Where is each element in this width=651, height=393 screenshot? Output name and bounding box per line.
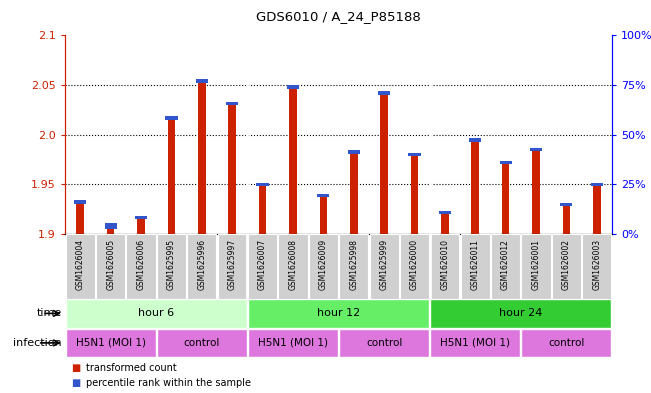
- Text: time: time: [36, 309, 62, 318]
- Bar: [439, 211, 451, 214]
- Text: GSM1626007: GSM1626007: [258, 239, 267, 290]
- Bar: [348, 151, 360, 154]
- Bar: [491, 234, 520, 299]
- Bar: [66, 234, 95, 299]
- Bar: [137, 219, 145, 234]
- Bar: [289, 89, 297, 234]
- Bar: [521, 329, 611, 357]
- Bar: [590, 183, 603, 186]
- Bar: [320, 197, 327, 234]
- Bar: [107, 229, 115, 234]
- Text: GSM1625997: GSM1625997: [228, 239, 237, 290]
- Text: GDS6010 / A_24_P85188: GDS6010 / A_24_P85188: [256, 10, 421, 23]
- Bar: [430, 299, 611, 328]
- Text: hour 12: hour 12: [317, 309, 360, 318]
- Text: control: control: [184, 338, 220, 348]
- Bar: [74, 200, 87, 204]
- Text: GSM1626008: GSM1626008: [288, 239, 298, 290]
- Text: hour 6: hour 6: [138, 309, 174, 318]
- Bar: [441, 214, 449, 234]
- Bar: [279, 234, 307, 299]
- Bar: [430, 329, 520, 357]
- Text: percentile rank within the sample: percentile rank within the sample: [86, 378, 251, 388]
- Bar: [157, 329, 247, 357]
- Bar: [370, 234, 398, 299]
- Text: GSM1625995: GSM1625995: [167, 239, 176, 290]
- Bar: [380, 95, 388, 234]
- Bar: [196, 79, 208, 83]
- Bar: [217, 234, 247, 299]
- Text: GSM1626012: GSM1626012: [501, 239, 510, 290]
- Text: GSM1625998: GSM1625998: [349, 239, 358, 290]
- Text: GSM1626003: GSM1626003: [592, 239, 602, 290]
- Bar: [532, 151, 540, 234]
- Text: GSM1626011: GSM1626011: [471, 239, 480, 290]
- Text: GSM1626004: GSM1626004: [76, 239, 85, 290]
- Bar: [258, 186, 266, 234]
- Bar: [168, 120, 175, 234]
- Bar: [469, 138, 481, 141]
- Bar: [408, 153, 421, 156]
- Text: GSM1626009: GSM1626009: [319, 239, 328, 290]
- Bar: [339, 329, 429, 357]
- Text: GSM1626010: GSM1626010: [440, 239, 449, 290]
- Text: GSM1626000: GSM1626000: [410, 239, 419, 290]
- Text: ■: ■: [72, 362, 81, 373]
- Bar: [317, 194, 329, 197]
- Bar: [461, 234, 490, 299]
- Bar: [256, 183, 269, 186]
- Bar: [593, 186, 600, 234]
- Bar: [411, 156, 418, 234]
- Bar: [430, 234, 460, 299]
- Bar: [350, 154, 357, 234]
- Bar: [135, 216, 147, 219]
- Text: GSM1626006: GSM1626006: [137, 239, 146, 290]
- Text: transformed count: transformed count: [86, 362, 176, 373]
- Bar: [309, 234, 338, 299]
- Bar: [248, 329, 338, 357]
- Bar: [126, 234, 156, 299]
- Bar: [66, 299, 247, 328]
- Text: GSM1626001: GSM1626001: [531, 239, 540, 290]
- Bar: [187, 234, 216, 299]
- Bar: [339, 234, 368, 299]
- Text: GSM1625996: GSM1625996: [197, 239, 206, 290]
- Text: GSM1626002: GSM1626002: [562, 239, 571, 290]
- Text: H5N1 (MOI 1): H5N1 (MOI 1): [76, 338, 146, 348]
- Bar: [96, 234, 125, 299]
- Bar: [562, 206, 570, 234]
- Text: H5N1 (MOI 1): H5N1 (MOI 1): [440, 338, 510, 348]
- Text: H5N1 (MOI 1): H5N1 (MOI 1): [258, 338, 328, 348]
- Bar: [157, 234, 186, 299]
- Bar: [226, 102, 238, 105]
- Bar: [287, 85, 299, 89]
- Text: infection: infection: [13, 338, 62, 348]
- Text: GSM1626005: GSM1626005: [106, 239, 115, 290]
- Bar: [248, 299, 429, 328]
- Bar: [502, 164, 509, 234]
- Bar: [552, 234, 581, 299]
- Bar: [378, 91, 390, 95]
- Bar: [66, 329, 156, 357]
- Text: GSM1625999: GSM1625999: [380, 239, 389, 290]
- Text: control: control: [548, 338, 585, 348]
- Bar: [105, 223, 117, 229]
- Text: control: control: [366, 338, 402, 348]
- Bar: [471, 141, 479, 234]
- Bar: [229, 105, 236, 234]
- Bar: [77, 204, 84, 234]
- Text: hour 24: hour 24: [499, 309, 542, 318]
- Bar: [530, 149, 542, 151]
- Bar: [165, 116, 178, 120]
- Bar: [561, 203, 572, 206]
- Bar: [499, 162, 512, 164]
- Bar: [248, 234, 277, 299]
- Text: ■: ■: [72, 378, 81, 388]
- Bar: [198, 83, 206, 234]
- Bar: [400, 234, 429, 299]
- Bar: [521, 234, 551, 299]
- Bar: [582, 234, 611, 299]
